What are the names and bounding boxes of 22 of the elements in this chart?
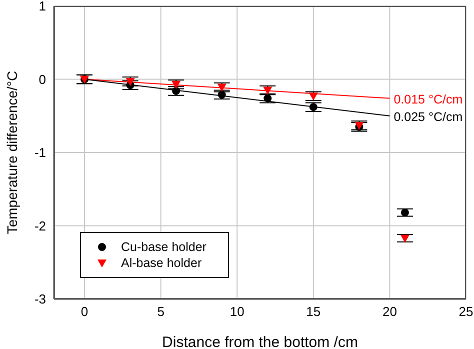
x-tick-label: 0 [80,304,88,320]
x-tick-label: 15 [306,304,321,320]
point [126,78,135,86]
y-tick-label: -1 [34,145,46,160]
x-tick-label: 5 [157,304,164,320]
series-label: 0.015 °C/cm [394,92,463,106]
point [400,208,409,217]
x-tick-label: 25 [458,304,474,320]
point [217,84,226,92]
y-tick-label: -2 [34,218,46,234]
y-axis-title: Temperature difference/°C [4,70,20,234]
point [218,90,226,99]
y-tick-label: -3 [34,292,46,307]
legend-label: Al-base holder [121,256,202,270]
x-tick-label: 20 [382,304,397,320]
x-tick-label: 10 [230,304,244,320]
y-tick-label: 1 [38,0,46,14]
y-tick-label: 0 [38,72,46,87]
series-label: 0.025 °C/cm [394,110,463,124]
point [400,234,410,243]
x-axis-title: Distance from the bottom /cm [162,334,358,349]
legend-label: Cu-base holder [121,240,206,254]
